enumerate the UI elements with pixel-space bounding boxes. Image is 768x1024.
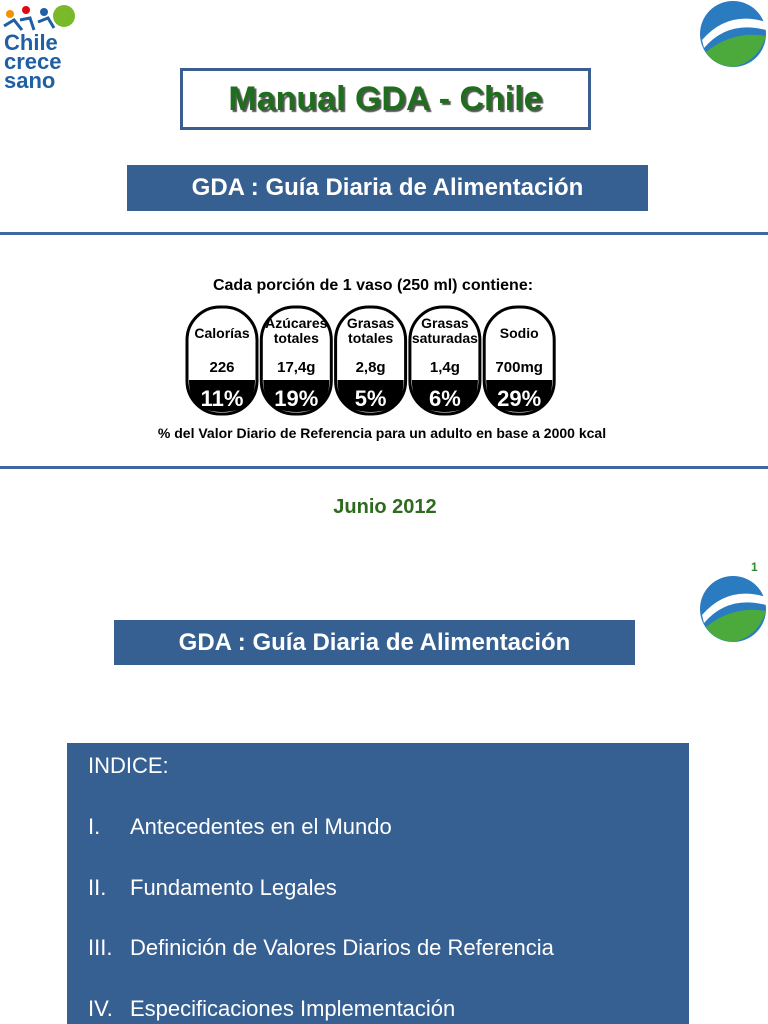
nutrient-amount: 2,8g	[356, 359, 386, 376]
nutrient-amount: 700mg	[495, 359, 543, 376]
nutrient-pill: Calorías 226 11%	[185, 305, 259, 416]
label-header: Cada porción de 1 vaso (250 ml) contiene…	[212, 277, 534, 294]
footnote: % del Valor Diario de Referencia para un…	[157, 425, 607, 441]
logo-icon	[3, 5, 75, 31]
date: Junio 2012	[333, 496, 437, 518]
index-text: Antecedentes en el Mundo	[130, 814, 392, 839]
nutrient-amount: 226	[209, 359, 234, 376]
nutrient-name: totales	[348, 330, 393, 346]
index-numeral: IV.	[88, 996, 113, 1022]
logo-line: sano	[4, 68, 56, 93]
nutrient-percent: 6%	[429, 386, 461, 411]
nutrient-percent: 11%	[201, 386, 244, 411]
nutrient-name: Grasas	[421, 315, 469, 331]
nutrient-name: Calorías	[194, 325, 249, 341]
title: Manual GDA - Chile	[180, 68, 591, 130]
nutrient-amount: 17,4g	[277, 359, 315, 376]
index-title: INDICE:	[88, 753, 169, 778]
nutrient-name: totales	[274, 330, 319, 346]
nutrient-percent: 5%	[355, 386, 387, 411]
logo-text: Chile crece sano	[4, 30, 62, 93]
index-item: III. Definición de Valores Diarios de Ref…	[88, 935, 554, 961]
nutrient-percent: 29%	[497, 386, 541, 411]
pill-base	[263, 380, 330, 412]
index-text: Definición de Valores Diarios de Referen…	[130, 935, 554, 961]
pill-base	[411, 380, 478, 412]
logo-line: crece	[4, 49, 62, 74]
nutrient-name: Azúcares	[265, 315, 327, 331]
logo-line: Chile	[4, 30, 58, 55]
index-text: Fundamento Legales	[130, 874, 337, 900]
subtitle-band: GDA : Guía Diaria de Alimentación	[127, 165, 648, 211]
index-numeral: III.	[88, 935, 113, 961]
globe-logo	[700, 1, 766, 67]
nutrient-amount: 1,4g	[430, 359, 460, 376]
page-number: 1	[751, 560, 758, 574]
pill-base	[189, 380, 255, 412]
index-numeral: I.	[88, 814, 101, 839]
pill-base	[337, 380, 404, 412]
index-text: Especificaciones Implementación	[130, 996, 456, 1022]
gda-label: Calorías22611%Azúcarestotales17,4g19%Gra…	[185, 305, 556, 416]
index-item: I. Antecedentes en el Mundo	[88, 814, 392, 840]
pill-base	[486, 380, 553, 412]
rule	[0, 466, 768, 469]
nutrient-pill: Sodio 700mg 29%	[482, 305, 556, 416]
rule	[0, 232, 768, 235]
index-item: II. Fundamento Legales	[88, 875, 337, 901]
index-box: INDICE: I. Antecedentes en el Mundo II. Fun…	[67, 743, 689, 1024]
nutrient-name: Grasas	[347, 315, 395, 331]
index-numeral: II.	[88, 874, 107, 900]
nutrient-name: saturadas	[412, 330, 478, 346]
nutrient-percent: 19%	[274, 386, 318, 411]
index-item: IV. Especificaciones Implementación	[88, 996, 455, 1022]
globe-logo	[700, 576, 766, 642]
nutrient-name: Sodio	[500, 325, 539, 341]
subtitle-band: GDA : Guía Diaria de Alimentación	[114, 620, 635, 665]
